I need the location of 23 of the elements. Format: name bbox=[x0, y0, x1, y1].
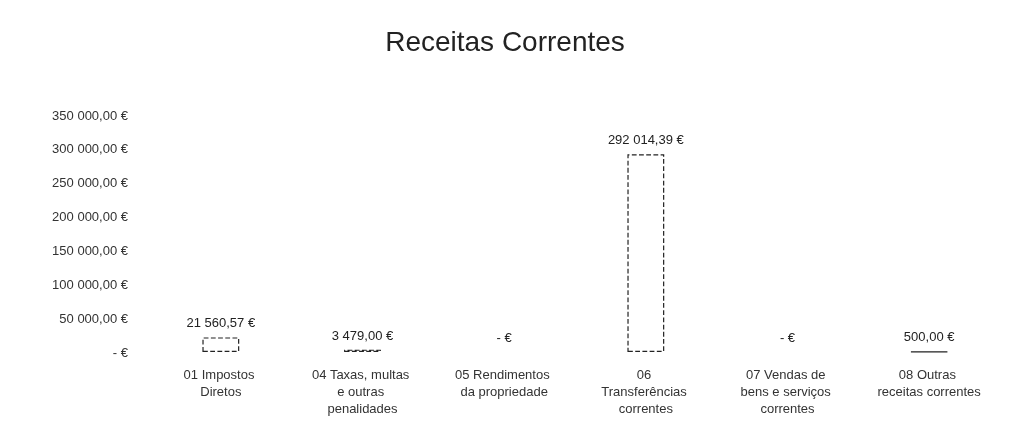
data-label: - € bbox=[779, 330, 796, 345]
y-tick-label: 300 000,00 € bbox=[52, 141, 129, 157]
data-label: - € bbox=[496, 330, 513, 345]
x-tick-label: 01 Impostos Diretos bbox=[183, 367, 259, 399]
data-label: 3 479,00 € bbox=[331, 327, 394, 343]
x-tick-label: 07 Vendas de bens e serviços correntes bbox=[740, 367, 835, 416]
y-tick-label: 200 000,00 € bbox=[52, 209, 129, 225]
y-tick-label: 350 000,00 € bbox=[52, 107, 129, 123]
y-tick-label: 100 000,00 € bbox=[52, 276, 129, 292]
x-tick-label: 05 Rendimentos da propriedade bbox=[455, 367, 554, 399]
x-tick-label: 04 Taxas, multas e outras penalidades bbox=[312, 367, 413, 416]
data-label: 500,00 € bbox=[903, 329, 956, 345]
bar bbox=[202, 337, 240, 352]
data-label: 21 560,57 € bbox=[186, 315, 256, 331]
data-label: 292 014,39 € bbox=[607, 132, 685, 148]
y-tick-label: 150 000,00 € bbox=[52, 242, 129, 258]
x-tick-label: 06 Transferências correntes bbox=[601, 367, 691, 416]
chart-title: Receitas Correntes bbox=[385, 25, 625, 57]
y-tick-label: 250 000,00 € bbox=[52, 175, 129, 191]
x-tick-label: 08 Outras receitas correntes bbox=[877, 367, 982, 399]
bar bbox=[627, 154, 665, 352]
y-tick-label: 50 000,00 € bbox=[59, 310, 129, 326]
y-tick-label: - € bbox=[112, 344, 129, 360]
